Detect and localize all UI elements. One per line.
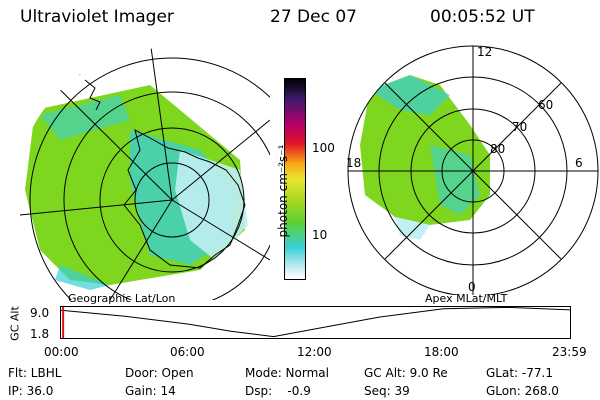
mlt-label-18: 18 <box>346 156 362 170</box>
alt-xtick-0: 00:00 <box>44 345 79 359</box>
alt-xtick-4: 23:59 <box>552 345 587 359</box>
mlat-label-70: 70 <box>512 120 528 134</box>
filter-readout: Flt: LBHL <box>8 366 62 380</box>
glon-readout: GLon: 268.0 <box>486 384 559 398</box>
geographic-map <box>19 48 270 300</box>
alt-ytick-high: 9.0 <box>30 306 50 320</box>
mag-map-caption: Apex MLat/MLT <box>425 292 508 305</box>
glat-readout: GLat: -77.1 <box>486 366 553 380</box>
colorbar-tick-100: 100 <box>312 141 335 155</box>
alt-xtick-2: 12:00 <box>297 345 332 359</box>
seq-readout: Seq: 39 <box>364 384 410 398</box>
altitude-chart <box>60 306 571 339</box>
gain-readout: Gain: 14 <box>125 384 176 398</box>
alt-ylabel: GC Alt <box>8 306 22 341</box>
mlt-label-12: 12 <box>477 45 493 59</box>
colorbar <box>284 78 306 280</box>
geo-map-caption: Geographic Lat/Lon <box>68 292 176 305</box>
geo-aurora-haze <box>175 150 248 260</box>
magnetic-map <box>347 45 599 295</box>
door-readout: Door: Open <box>125 366 194 380</box>
mlat-label-80: 80 <box>490 142 506 156</box>
mlt-label-6: 6 <box>575 156 583 170</box>
mode-readout: Mode: Normal <box>245 366 329 380</box>
ip-readout: IP: 36.0 <box>8 384 54 398</box>
instrument-title: Ultraviolet Imager <box>20 7 174 27</box>
mlt-label-0: 0 <box>468 280 476 294</box>
alt-xtick-3: 18:00 <box>424 345 459 359</box>
geo-coastline <box>123 129 246 269</box>
mlat-label-60: 60 <box>538 98 554 112</box>
gc-alt-readout: GC Alt: 9.0 Re <box>364 366 448 380</box>
alt-ytick-low: 1.8 <box>30 327 50 341</box>
altitude-frame <box>60 306 571 339</box>
alt-xtick-1: 06:00 <box>170 345 205 359</box>
date-label: 27 Dec 07 <box>270 7 357 27</box>
colorbar-label: photon cm⁻²s⁻¹ <box>276 144 290 238</box>
colorbar-tick-10: 10 <box>312 228 328 242</box>
dsp-readout: Dsp: -0.9 <box>245 384 311 398</box>
altitude-series-line <box>60 306 571 338</box>
time-label: 00:05:52 UT <box>430 7 535 27</box>
